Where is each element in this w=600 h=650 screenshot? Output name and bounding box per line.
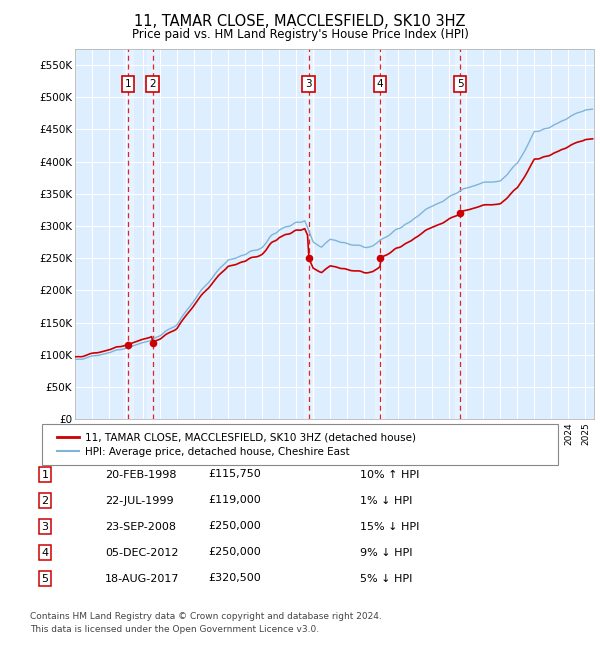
Text: 4: 4 <box>41 547 49 558</box>
Text: £115,750: £115,750 <box>208 469 261 480</box>
Text: 1: 1 <box>125 79 131 89</box>
Text: 9% ↓ HPI: 9% ↓ HPI <box>360 547 413 558</box>
Text: 23-SEP-2008: 23-SEP-2008 <box>105 521 176 532</box>
Text: 5: 5 <box>41 573 49 584</box>
Text: 18-AUG-2017: 18-AUG-2017 <box>105 573 179 584</box>
Bar <box>375 49 385 419</box>
Bar <box>455 49 465 419</box>
Text: 1: 1 <box>41 469 49 480</box>
Text: This data is licensed under the Open Government Licence v3.0.: This data is licensed under the Open Gov… <box>30 625 319 634</box>
Bar <box>148 49 158 419</box>
Text: 2: 2 <box>41 495 49 506</box>
Text: 5: 5 <box>457 79 463 89</box>
Text: 3: 3 <box>305 79 312 89</box>
Text: 5% ↓ HPI: 5% ↓ HPI <box>360 573 412 584</box>
Text: 3: 3 <box>41 521 49 532</box>
Text: 15% ↓ HPI: 15% ↓ HPI <box>360 521 419 532</box>
Bar <box>304 49 314 419</box>
Bar <box>123 49 133 419</box>
Text: 05-DEC-2012: 05-DEC-2012 <box>105 547 179 558</box>
Text: 10% ↑ HPI: 10% ↑ HPI <box>360 469 419 480</box>
Text: 1% ↓ HPI: 1% ↓ HPI <box>360 495 412 506</box>
Text: £250,000: £250,000 <box>208 547 261 558</box>
Legend: 11, TAMAR CLOSE, MACCLESFIELD, SK10 3HZ (detached house), HPI: Average price, de: 11, TAMAR CLOSE, MACCLESFIELD, SK10 3HZ … <box>52 428 420 461</box>
FancyBboxPatch shape <box>42 424 558 465</box>
Text: Price paid vs. HM Land Registry's House Price Index (HPI): Price paid vs. HM Land Registry's House … <box>131 28 469 41</box>
Text: 2: 2 <box>149 79 156 89</box>
Text: £250,000: £250,000 <box>208 521 261 532</box>
Text: 20-FEB-1998: 20-FEB-1998 <box>105 469 176 480</box>
Text: 11, TAMAR CLOSE, MACCLESFIELD, SK10 3HZ: 11, TAMAR CLOSE, MACCLESFIELD, SK10 3HZ <box>134 14 466 29</box>
Text: 22-JUL-1999: 22-JUL-1999 <box>105 495 173 506</box>
Text: Contains HM Land Registry data © Crown copyright and database right 2024.: Contains HM Land Registry data © Crown c… <box>30 612 382 621</box>
Text: 4: 4 <box>377 79 383 89</box>
Text: £320,500: £320,500 <box>208 573 261 584</box>
Text: £119,000: £119,000 <box>208 495 261 506</box>
